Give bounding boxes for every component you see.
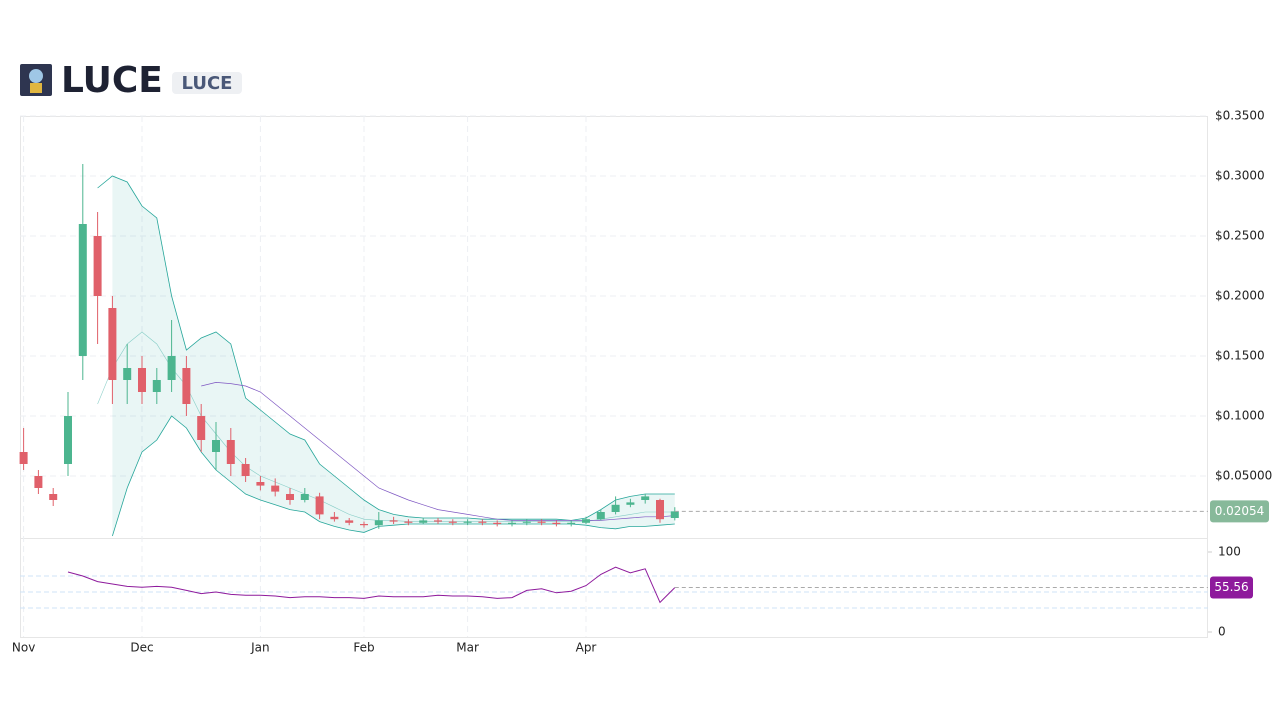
rsi-last-box [1210, 576, 1253, 599]
candle-body [434, 520, 442, 522]
x-tick-label: Feb [353, 641, 374, 655]
candle-body [360, 524, 368, 526]
x-tick-label: Nov [12, 641, 35, 655]
x-tick-label: Dec [130, 641, 153, 655]
candle-body [463, 521, 472, 523]
candle-body [374, 520, 383, 526]
candle-body [49, 494, 58, 500]
candle-body [478, 521, 487, 523]
title: LUCE [61, 60, 163, 101]
badge-bg [172, 72, 242, 94]
candle-body [152, 380, 161, 392]
candle-body [93, 236, 102, 296]
candle-body [389, 520, 398, 522]
candle-body [108, 308, 117, 380]
candle-body [138, 368, 146, 392]
candle-body [182, 368, 191, 404]
candle-body [493, 522, 502, 524]
rsi-tick-label: 0 [1218, 625, 1226, 639]
candle-body [537, 521, 546, 523]
candle-body [611, 504, 620, 512]
y-tick-label: $0.2500 [1215, 229, 1265, 243]
y-tick-label: $0.1000 [1215, 409, 1265, 423]
token-icon-face [29, 69, 43, 83]
candle-body [256, 482, 265, 486]
y-tick-label: $0.2000 [1215, 289, 1265, 303]
candle-body [212, 440, 220, 452]
candle-body [626, 502, 635, 505]
bollinger-upper [97, 175, 675, 521]
candle-body [448, 521, 457, 523]
candle-body [404, 521, 413, 523]
candle-body [197, 416, 206, 440]
x-tick-label: Apr [576, 641, 597, 655]
candle-body [64, 416, 72, 464]
candle-body [19, 452, 28, 464]
candle-body [271, 485, 280, 492]
bollinger-middle [97, 331, 675, 522]
y-tick-label: $0.05000 [1215, 469, 1272, 483]
y-tick-label: $0.3500 [1215, 109, 1265, 123]
candle-body [419, 520, 428, 523]
candle-body [315, 496, 324, 515]
candle-body [582, 519, 590, 523]
candle-body [508, 522, 516, 524]
candle-body [596, 512, 605, 520]
candle-body [656, 500, 664, 520]
candle-body [226, 440, 235, 464]
y-tick-label: $0.3000 [1215, 169, 1265, 183]
candle-body [345, 520, 354, 523]
x-tick-label: Mar [456, 641, 479, 655]
candle-body [286, 494, 294, 500]
bollinger-fill [112, 176, 675, 536]
candle-body [241, 464, 250, 476]
rsi-tick-label: 100 [1218, 545, 1241, 559]
candle-body [552, 522, 561, 524]
last-price-label: 0.02054 [1215, 504, 1265, 518]
token-icon-body [30, 83, 42, 93]
last-price-box [1210, 500, 1269, 523]
rsi-line [67, 566, 676, 604]
y-tick-label: $0.1500 [1215, 349, 1265, 363]
rsi-last-label: 55.56 [1214, 580, 1248, 594]
candle-body [567, 522, 576, 524]
candle-body [522, 521, 531, 523]
candle-body [78, 224, 87, 356]
candle-body [300, 494, 309, 500]
candle-body [641, 496, 650, 500]
badge: LUCE [182, 73, 233, 94]
sma-line [201, 382, 675, 521]
candle-body [34, 476, 43, 488]
candle-body [670, 511, 679, 518]
bollinger-lower [112, 415, 675, 537]
x-tick-label: Jan [250, 641, 270, 655]
candle-body [167, 356, 176, 380]
candle-body [330, 516, 339, 520]
candle-body [123, 368, 132, 380]
